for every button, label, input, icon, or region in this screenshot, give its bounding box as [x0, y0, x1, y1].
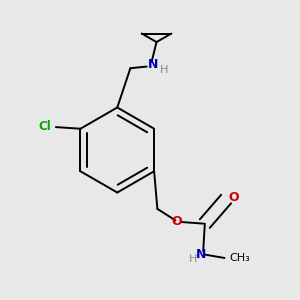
Text: H: H [160, 65, 168, 76]
Text: N: N [148, 58, 159, 71]
Text: O: O [229, 191, 239, 204]
Text: O: O [172, 215, 182, 229]
Text: CH₃: CH₃ [230, 253, 250, 263]
Text: Cl: Cl [38, 120, 51, 133]
Text: N: N [196, 248, 207, 261]
Text: H: H [189, 254, 198, 264]
